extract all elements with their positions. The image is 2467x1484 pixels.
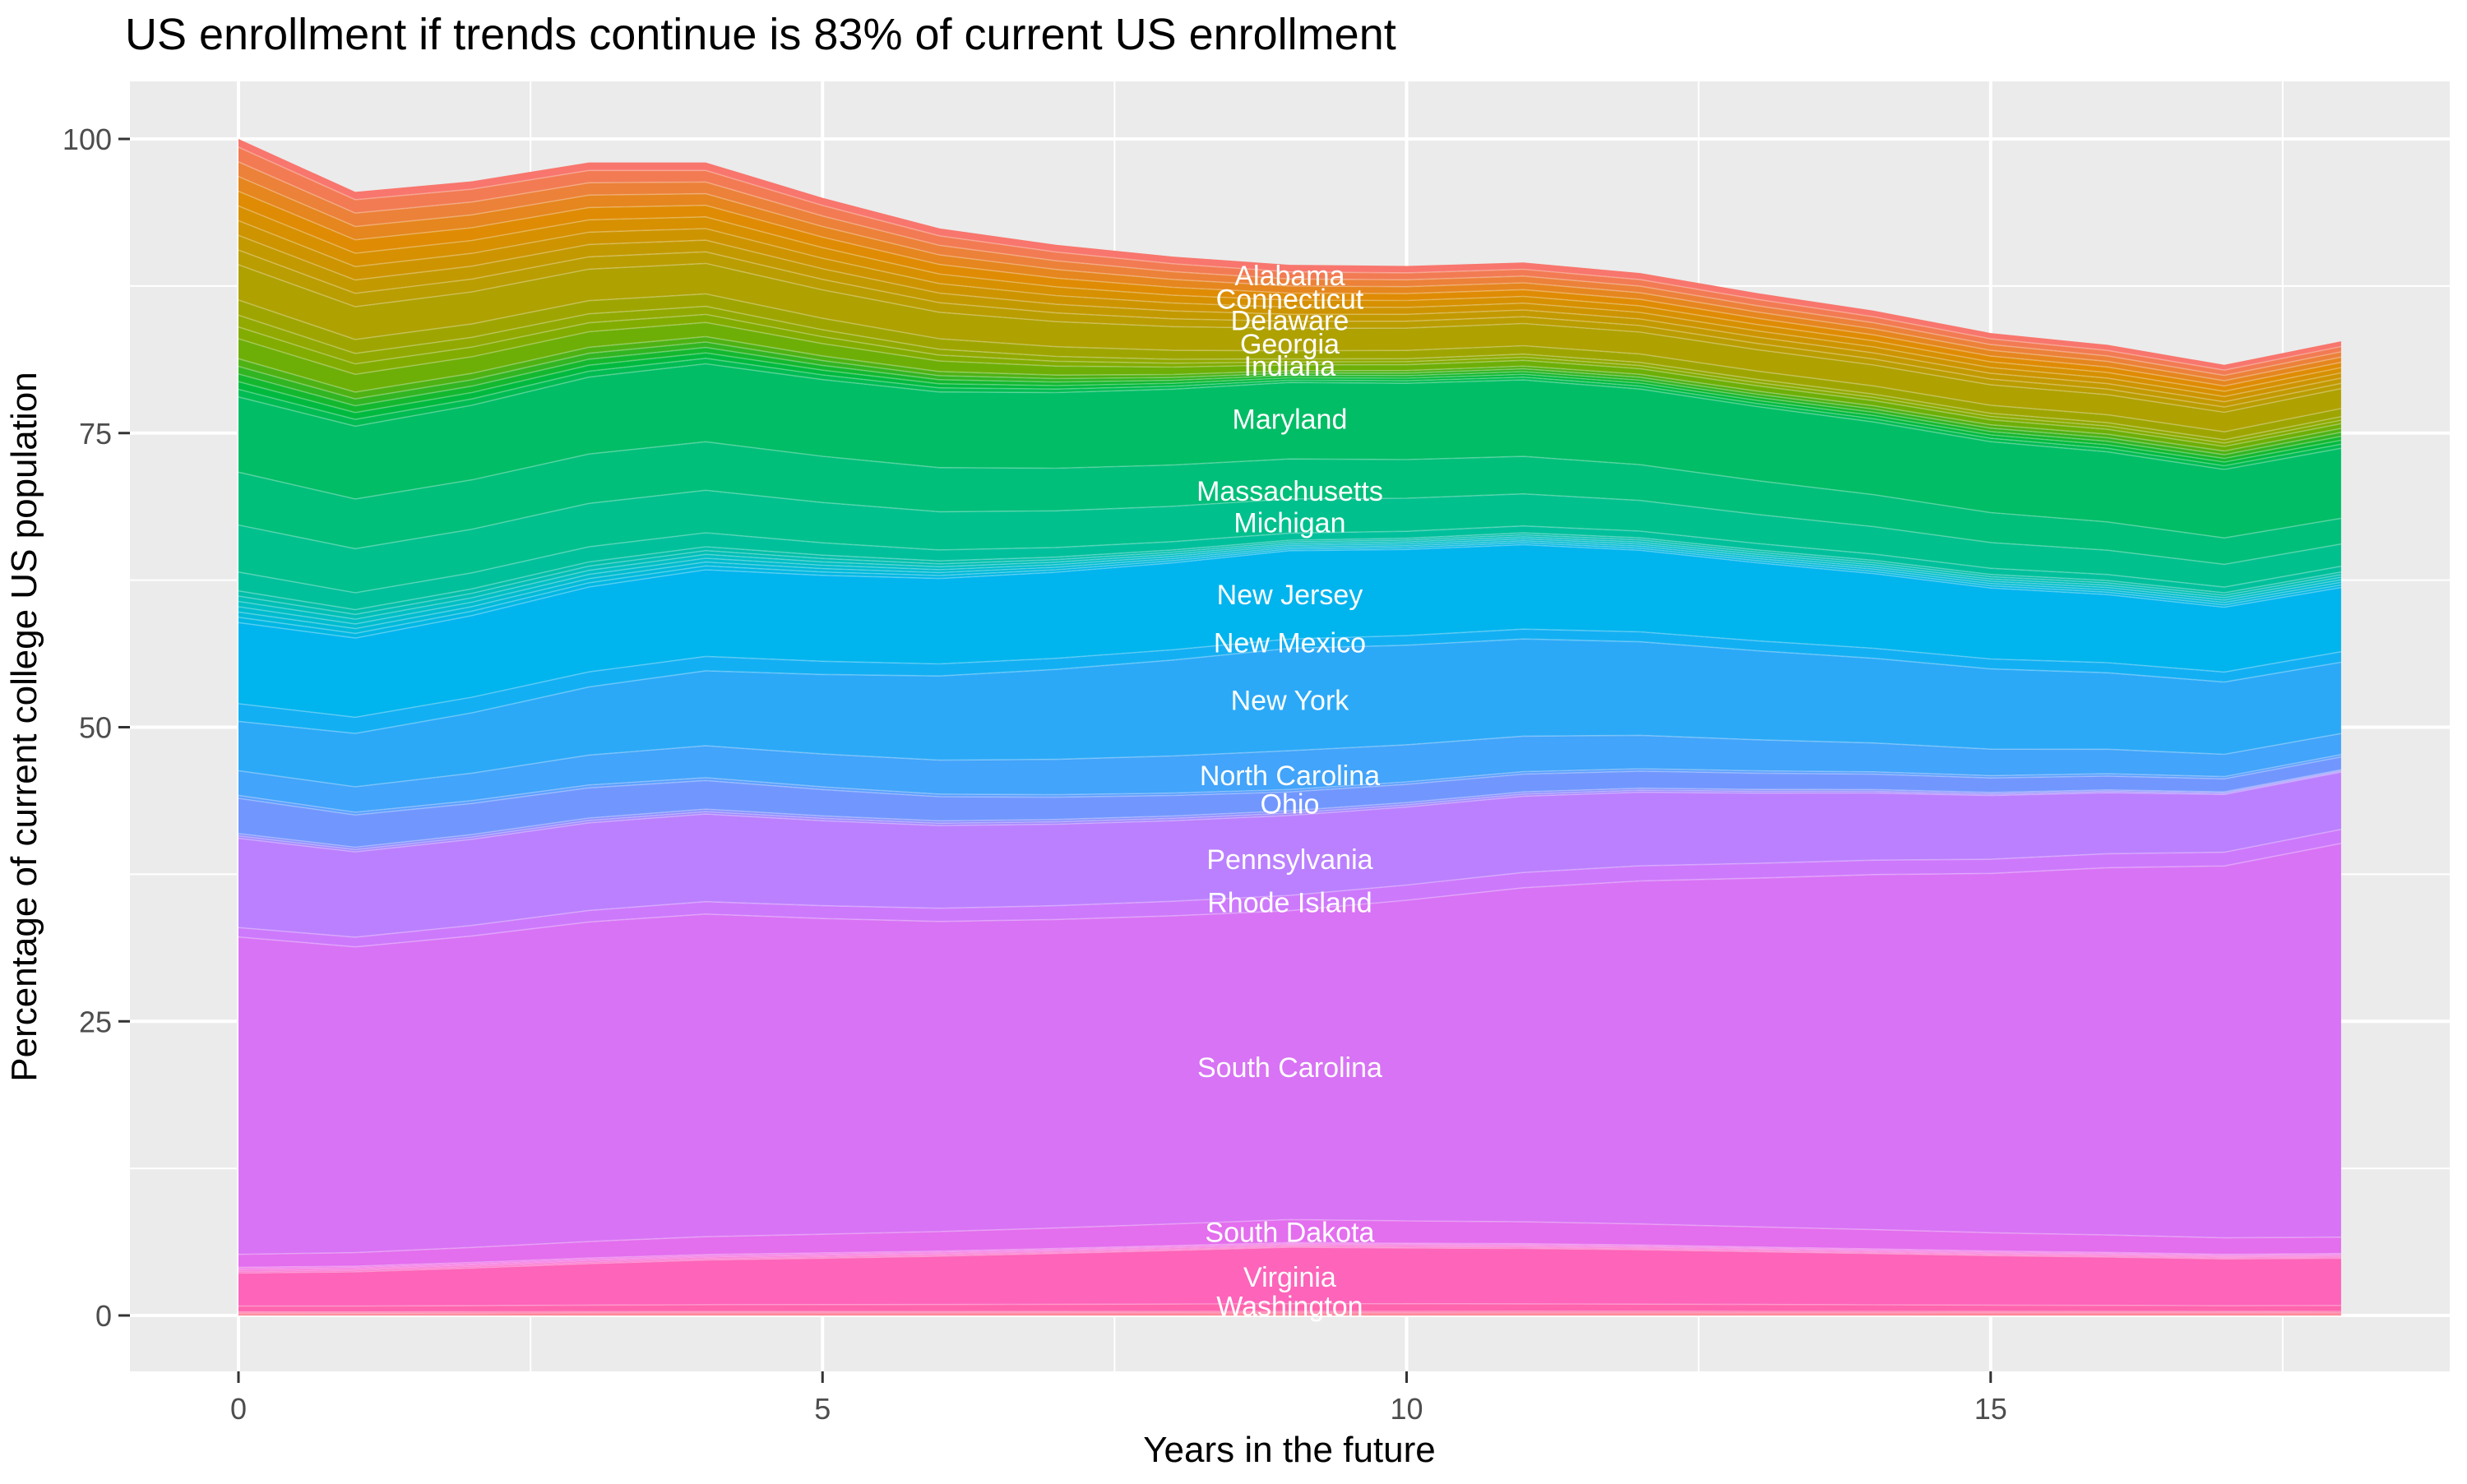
band-label-north-carolina: North Carolina — [1200, 760, 1380, 792]
band-label-washington: Washington — [1216, 1292, 1363, 1323]
band-label-massachusetts: Massachusetts — [1196, 476, 1383, 507]
band-label-new-mexico: New Mexico — [1214, 627, 1366, 659]
band-label-michigan: Michigan — [1234, 508, 1345, 539]
x-tick-label: 0 — [230, 1392, 247, 1426]
y-tick-label: 100 — [62, 123, 112, 156]
x-tick-label: 5 — [814, 1392, 831, 1426]
y-tick-label: 75 — [79, 417, 112, 451]
band-label-rhode-island: Rhode Island — [1207, 888, 1372, 919]
x-tick-label: 10 — [1390, 1392, 1423, 1426]
chart-title: US enrollment if trends continue is 83% … — [125, 10, 1396, 59]
band-label-pennsylvania: Pennsylvania — [1206, 844, 1372, 876]
band-label-indiana: Indiana — [1244, 351, 1336, 382]
band-label-maryland: Maryland — [1233, 405, 1348, 436]
x-axis-title: Years in the future — [1143, 1430, 1436, 1470]
y-axis-title: Percentage of current college US populat… — [4, 372, 44, 1081]
band-label-south-dakota: South Dakota — [1205, 1217, 1374, 1248]
band-label-ohio: Ohio — [1261, 789, 1320, 821]
y-tick-label: 25 — [79, 1005, 112, 1038]
band-label-virginia: Virginia — [1243, 1262, 1336, 1293]
band-label-new-york: New York — [1231, 686, 1350, 717]
x-tick-label: 15 — [1974, 1392, 2007, 1426]
band-label-south-carolina: South Carolina — [1197, 1052, 1382, 1084]
band-label-new-jersey: New Jersey — [1217, 580, 1363, 611]
y-tick-label: 0 — [95, 1299, 112, 1333]
y-tick-label: 50 — [79, 711, 112, 745]
